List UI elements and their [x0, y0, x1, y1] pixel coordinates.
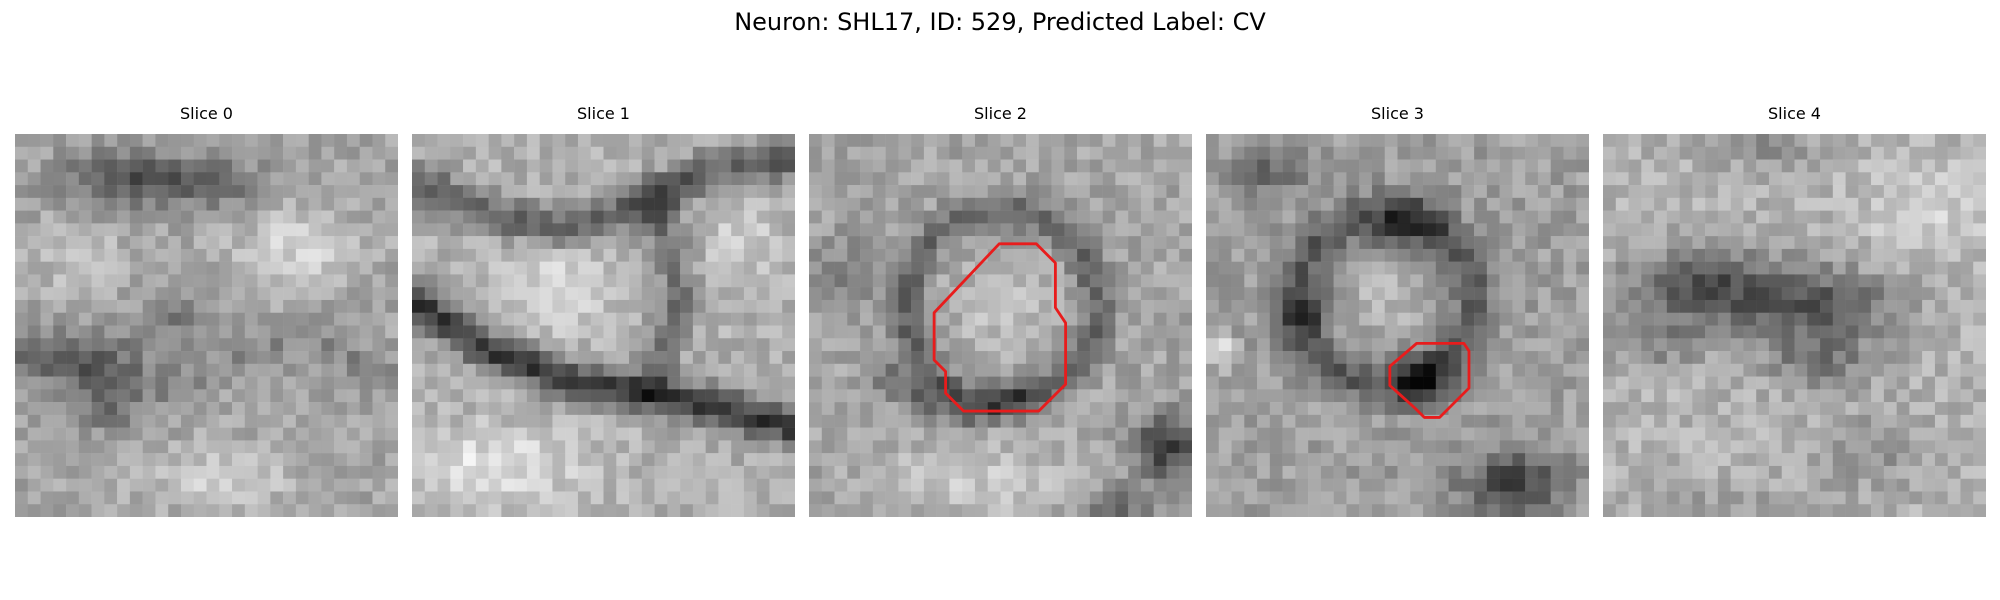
- slice-title-1: Slice 1: [577, 104, 630, 123]
- slice-title-3: Slice 3: [1371, 104, 1424, 123]
- slice-panel-1: Slice 1: [412, 104, 795, 517]
- slice-image-0: [15, 134, 398, 517]
- slice-image-4: [1603, 134, 1986, 517]
- slice-image-2: [809, 134, 1192, 517]
- slice-panel-0: Slice 0: [15, 104, 398, 517]
- slice-panel-2: Slice 2: [809, 104, 1192, 517]
- slice-image-1: [412, 134, 795, 517]
- segmentation-outline: [932, 242, 1068, 413]
- slice-panel-3: Slice 3: [1206, 104, 1589, 517]
- slice-image-3: [1206, 134, 1589, 517]
- segmentation-outline: [1388, 341, 1471, 419]
- slice-title-2: Slice 2: [974, 104, 1027, 123]
- slice-title-4: Slice 4: [1768, 104, 1821, 123]
- slice-title-0: Slice 0: [180, 104, 233, 123]
- figure-title: Neuron: SHL17, ID: 529, Predicted Label:…: [734, 8, 1266, 36]
- slice-panel-4: Slice 4: [1603, 104, 1986, 517]
